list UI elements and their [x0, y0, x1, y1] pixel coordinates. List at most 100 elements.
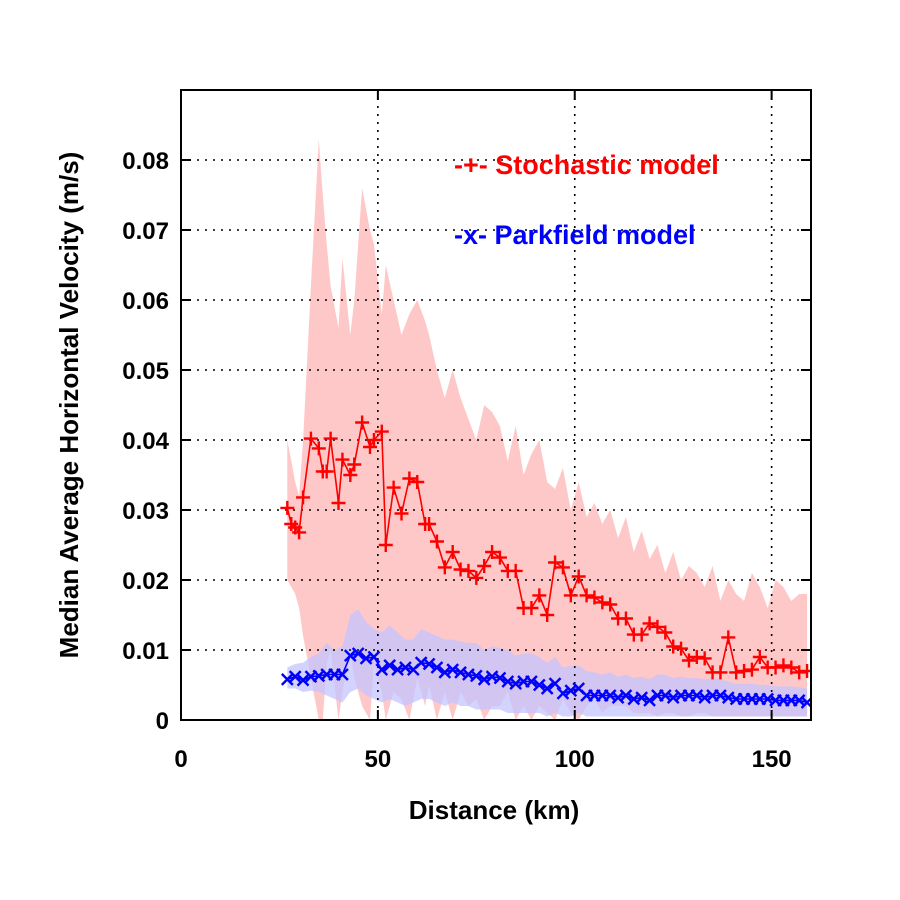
- data-point-series-0: [292, 525, 307, 540]
- data-point-series-0: [492, 550, 507, 565]
- y-tick-label: 0.08: [122, 148, 169, 175]
- data-point-series-0: [374, 424, 389, 439]
- data-point-series-0: [563, 588, 578, 603]
- data-point-series-0: [658, 625, 673, 640]
- data-point-series-0: [335, 452, 350, 467]
- data-point-series-0: [555, 560, 570, 575]
- data-point-series-0: [768, 660, 783, 675]
- data-point-series-0: [296, 490, 311, 505]
- data-point-series-0: [319, 464, 334, 479]
- data-point-series-1: [532, 678, 546, 692]
- data-point-series-1: [422, 657, 436, 671]
- data-point-series-0: [721, 630, 736, 645]
- tick-labels: 0 50 100 150 0 0.01 0.02 0.03 0.04 0.05 0.06 0.07 0.…: [122, 148, 791, 773]
- data-point-series-1: [296, 673, 310, 687]
- data-point-series-0: [485, 545, 500, 559]
- data-point-series-0: [508, 563, 523, 578]
- data-point-series-1: [548, 677, 562, 690]
- data-point-series-0: [461, 563, 476, 578]
- y-axis-label: Median Average Horizontal Velocity (m/s): [54, 152, 84, 659]
- y-tick-label: 0.04: [122, 428, 169, 455]
- data-point-series-1: [556, 687, 570, 700]
- band-series-1: [287, 609, 808, 717]
- uncertainty-bands: [287, 139, 808, 720]
- data-point-series-0: [343, 468, 358, 482]
- data-point-series-1: [288, 670, 302, 683]
- data-point-series-0: [477, 559, 492, 573]
- data-point-series-0: [792, 665, 807, 680]
- x-tick-label: 50: [365, 746, 392, 773]
- data-point-series-0: [422, 517, 437, 531]
- data-point-series-0: [674, 641, 689, 656]
- data-point-series-1: [635, 691, 649, 704]
- y-tick-label: 0.06: [122, 288, 169, 315]
- y-tick-label: 0.02: [122, 568, 169, 595]
- data-point-series-1: [351, 647, 365, 660]
- data-point-series-0: [642, 616, 657, 631]
- data-point-series-0: [729, 665, 744, 680]
- data-point-series-0: [378, 538, 393, 552]
- data-point-series-0: [303, 431, 318, 446]
- data-point-series-0: [571, 569, 586, 584]
- data-point-series-1: [469, 669, 483, 683]
- data-point-series-0: [579, 588, 594, 603]
- data-point-series-0: [386, 480, 401, 495]
- data-point-series-0: [752, 650, 767, 664]
- data-point-series-0: [618, 611, 633, 626]
- plot-frame: [180, 89, 812, 721]
- band-series-0: [287, 139, 808, 720]
- x-tick-label: 0: [174, 746, 187, 773]
- data-point-series-1: [430, 661, 444, 674]
- data-point-series-0: [402, 471, 417, 486]
- data-point-series-0: [587, 590, 602, 605]
- data-point-series-0: [689, 650, 704, 664]
- data-point-series-0: [453, 562, 468, 577]
- y-tick-label: 0.07: [122, 218, 169, 245]
- y-tick-label: 0.01: [122, 638, 169, 665]
- legend-parkfield-model: -x- Parkfield model: [454, 220, 696, 250]
- data-point-series-1: [540, 682, 554, 695]
- y-tick-label: 0.05: [122, 358, 169, 385]
- x-axis-label: Distance (km): [409, 795, 580, 825]
- data-point-series-0: [355, 415, 370, 430]
- data-point-series-0: [603, 597, 618, 612]
- grid-lines: [181, 90, 811, 720]
- data-point-series-0: [800, 664, 811, 678]
- data-point-series-0: [280, 500, 295, 515]
- y-tick-label: 0: [156, 708, 169, 735]
- x-tick-label: 150: [752, 746, 792, 773]
- data-point-series-1: [383, 659, 397, 672]
- data-point-series-1: [493, 671, 507, 685]
- x-tick-label: 100: [555, 746, 595, 773]
- data-point-series-0: [666, 639, 681, 654]
- data-point-series-0: [650, 619, 665, 634]
- data-point-series-0: [347, 457, 362, 472]
- data-point-series-0: [394, 506, 409, 521]
- axis-ticks: [180, 90, 811, 721]
- data-point-series-1: [367, 650, 381, 664]
- data-point-series-1: [446, 663, 460, 676]
- data-point-series-0: [410, 475, 425, 489]
- data-point-series-0: [737, 664, 752, 678]
- data-point-series-1: [525, 675, 538, 688]
- data-point-series-1: [336, 668, 349, 681]
- data-point-series-0: [744, 662, 759, 677]
- y-tick-label: 0.03: [122, 498, 169, 525]
- data-point-series-0: [595, 595, 610, 610]
- data-point-series-0: [366, 433, 381, 447]
- data-point-series-0: [634, 627, 649, 642]
- series-layer: [280, 415, 811, 709]
- data-point-series-0: [540, 608, 555, 622]
- data-point-series-0: [469, 570, 484, 585]
- data-point-series-0: [323, 431, 338, 446]
- data-point-series-0: [697, 651, 712, 666]
- data-point-series-0: [784, 660, 799, 675]
- data-point-series-1: [375, 663, 389, 676]
- data-point-series-1: [643, 694, 656, 707]
- data-point-series-1: [280, 673, 294, 686]
- data-point-series-1: [438, 666, 452, 679]
- data-point-series-0: [524, 601, 539, 615]
- data-point-series-0: [437, 560, 452, 575]
- data-point-series-0: [311, 441, 326, 456]
